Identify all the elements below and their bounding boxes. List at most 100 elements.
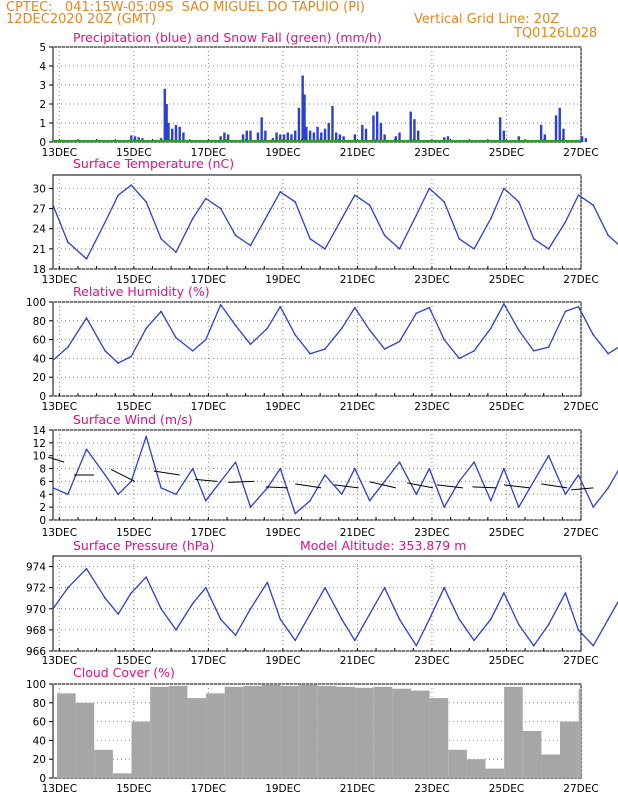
data-point xyxy=(340,618,343,621)
precip-bar xyxy=(301,75,304,142)
precip-bar xyxy=(256,132,260,142)
wind-arrow xyxy=(436,484,463,489)
data-point xyxy=(517,506,520,508)
y-tick-label: 40 xyxy=(33,353,46,365)
x-tick-label: 15DEC xyxy=(116,274,151,286)
x-tick-label: 23DEC xyxy=(414,527,449,539)
data-point xyxy=(85,258,88,260)
x-tick-label: 19DEC xyxy=(265,783,300,795)
data-point xyxy=(592,204,595,207)
x-tick-label: 27DEC xyxy=(563,527,598,539)
wind-arrow xyxy=(406,482,434,489)
cloud-bar xyxy=(57,693,76,778)
cloud-bar xyxy=(541,754,561,778)
data-point xyxy=(443,506,446,508)
x-tick-label: 21DEC xyxy=(340,401,375,413)
x-tick-label: 19DEC xyxy=(265,401,300,413)
data-point xyxy=(368,204,371,207)
data-point xyxy=(473,350,475,352)
data-point xyxy=(428,618,431,621)
x-tick-label: 21DEC xyxy=(340,783,375,795)
precip-bar xyxy=(286,132,289,142)
x-tick-label: 21DEC xyxy=(340,274,375,286)
x-tick-label: 23DEC xyxy=(414,147,449,159)
x-tick-label: 25DEC xyxy=(489,401,524,413)
cloud-bar xyxy=(504,686,523,778)
data-point xyxy=(219,304,222,306)
data-point xyxy=(204,197,207,200)
data-point xyxy=(279,305,282,308)
wind-arrow xyxy=(369,481,396,489)
data-point xyxy=(294,639,297,642)
precip-bar xyxy=(303,94,306,142)
data-point xyxy=(234,324,237,327)
x-tick-label: 15DEC xyxy=(116,783,151,795)
series-line xyxy=(52,184,618,260)
y-tick-label: 970 xyxy=(26,604,46,616)
y-tick-label: 2 xyxy=(39,99,46,111)
precip-bar xyxy=(323,128,327,142)
data-point xyxy=(104,350,106,352)
x-tick-label: 25DEC xyxy=(489,274,524,286)
data-point xyxy=(279,618,282,621)
cloud-bar xyxy=(187,698,207,778)
precip-bar xyxy=(130,135,133,142)
data-point xyxy=(577,305,580,308)
y-tick-label: 5 xyxy=(39,42,46,54)
precip-bar xyxy=(539,124,543,142)
y-tick-label: 1 xyxy=(39,118,46,130)
data-point xyxy=(117,613,120,615)
x-tick-label: 27DEC xyxy=(563,274,598,286)
cloud-bar xyxy=(522,731,542,778)
y-tick-label: 2 xyxy=(39,502,46,514)
data-point xyxy=(458,357,460,360)
x-tick-label: 23DEC xyxy=(414,783,449,795)
cloud-bar xyxy=(466,759,486,778)
data-point xyxy=(117,194,120,196)
precip-bar xyxy=(416,130,420,142)
data-point xyxy=(67,241,69,243)
data-point xyxy=(354,306,356,309)
data-point xyxy=(532,350,535,352)
precip-bar xyxy=(543,134,547,142)
data-point xyxy=(368,613,371,615)
precip-bar xyxy=(312,132,316,142)
data-point xyxy=(503,303,505,305)
data-point xyxy=(428,306,431,309)
x-tick-label: 19DEC xyxy=(265,147,300,159)
data-point xyxy=(564,310,567,313)
wind-arrow xyxy=(228,480,255,483)
data-point xyxy=(503,187,505,190)
panel-2 xyxy=(49,174,582,270)
x-tick-label: 25DEC xyxy=(489,147,524,159)
data-point xyxy=(368,329,371,332)
data-point xyxy=(204,499,207,502)
precip-bar xyxy=(260,117,263,142)
panel-title: Surface Pressure (hPa) xyxy=(73,538,214,553)
data-point xyxy=(368,499,371,502)
cloud-bar xyxy=(243,685,262,778)
precip-bar xyxy=(517,136,520,142)
data-point xyxy=(324,474,326,476)
data-point xyxy=(415,644,418,647)
data-point xyxy=(145,435,147,438)
data-point xyxy=(191,217,194,220)
panel-3 xyxy=(49,301,582,397)
data-point xyxy=(309,499,311,502)
data-point xyxy=(309,613,311,615)
data-point xyxy=(398,461,401,463)
precip-bar xyxy=(167,123,170,142)
data-point xyxy=(607,487,610,489)
x-tick-label: 15DEC xyxy=(116,401,151,413)
wind-arrow xyxy=(110,468,136,482)
x-tick-label: 23DEC xyxy=(414,401,449,413)
precip-bar xyxy=(171,128,174,142)
precip-bar xyxy=(275,132,278,142)
cloud-bar xyxy=(261,684,281,778)
y-tick-label: 18 xyxy=(33,264,46,276)
precip-bar xyxy=(163,88,166,142)
x-tick-label: 17DEC xyxy=(191,401,226,413)
data-point xyxy=(415,214,418,217)
y-tick-label: 0 xyxy=(39,773,46,785)
data-point xyxy=(428,187,431,190)
